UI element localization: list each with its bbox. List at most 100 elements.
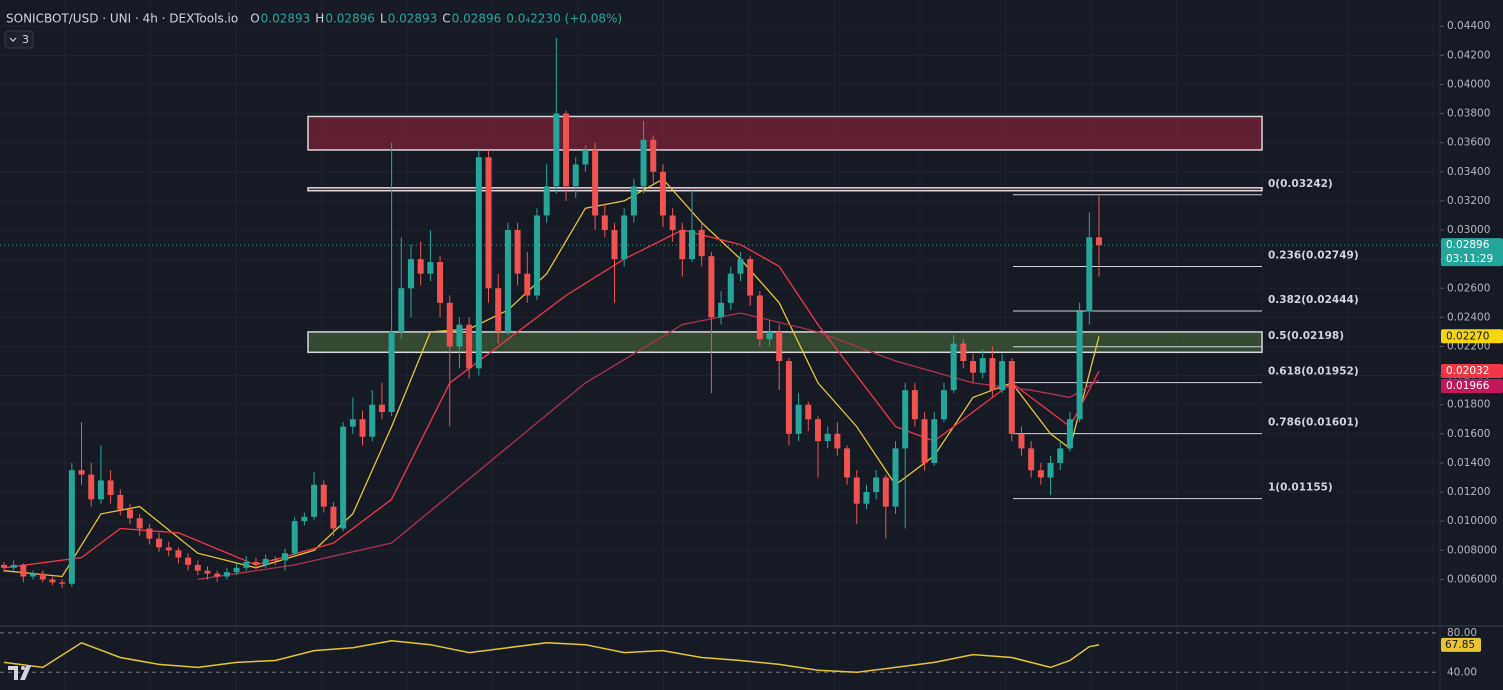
ohlc-key: O [250,12,259,26]
candle-body [272,559,279,561]
fib-label: 0.382(0.02444) [1268,294,1359,306]
candle-body [999,361,1006,391]
candle-body [417,259,424,274]
fib-label: 0.5(0.02198) [1268,330,1344,342]
candle-body [68,470,75,584]
candle-body [88,474,95,500]
ohlc-key: C [442,12,450,26]
candle-body [524,273,531,296]
candle-body [39,573,46,580]
indicator-toggle[interactable]: 3 [4,30,34,49]
candle-body [621,215,628,260]
candle-body [950,343,957,391]
candle-body [30,573,37,577]
candle-body [407,259,414,289]
y-tick-label: 0.04000 [1447,78,1490,90]
y-tick-label: 0.03200 [1447,195,1490,207]
candle-body [340,426,347,529]
candle-body [1028,448,1035,471]
candle-body [795,404,802,434]
candle-body [669,215,676,231]
rsi-line [3,640,1100,674]
price-tag-label: 0.02032 [1446,365,1489,377]
candle-body [911,390,918,420]
ma-line [197,312,1100,581]
y-tick-label: 0.006000 [1447,573,1497,585]
candle-body [78,470,85,475]
y-tick-label: 0.008000 [1447,544,1497,556]
candle-body [659,171,666,216]
price-tag-label: 0.02896 [1446,239,1490,251]
rsi-tag [1441,637,1481,652]
fib-label: 0.236(0.02749) [1268,250,1359,262]
candle-body [194,564,201,571]
candle-body [311,484,318,517]
price-tag [1441,363,1503,378]
candle-body [650,139,657,172]
candle-body [49,579,56,583]
toggle-button[interactable] [4,30,34,49]
candle-body [553,113,560,187]
candle-body [1096,237,1102,246]
y-tick-label: 0.02600 [1447,282,1490,294]
candle-body [485,157,492,289]
candle-body [630,186,637,216]
candle-body [824,433,831,442]
candle-body [20,564,27,577]
candle-body [989,358,996,391]
candle-body [475,157,482,369]
candle-body [1047,462,1054,478]
candle-body [582,149,589,165]
y-tick-label: 0.02200 [1447,340,1490,352]
y-tick-label: 0.01200 [1447,486,1490,498]
y-tick-label: 0.04400 [1447,20,1490,32]
candle-body [223,572,230,577]
candle-body [1076,311,1083,420]
price-tag-label: 0.01966 [1446,380,1490,392]
axis-labels: 0.006000 0.008000 0.010000 0.01200 0.01400 0.… [1440,20,1503,678]
candle-body [718,302,725,318]
rsi-tick-label: 80.00 [1447,627,1477,639]
y-tick-label: 0.01400 [1447,457,1490,469]
candle-body [165,547,172,551]
candle-body [785,361,792,434]
candle-body [466,324,473,369]
fib-label: 1(0.01155) [1268,482,1333,494]
candle-body [320,484,327,507]
ohlc-key: L [380,12,387,26]
candle-body [844,448,851,478]
candle-body [727,273,734,303]
y-tick-label: 0.02400 [1447,311,1490,323]
candle-body [533,215,540,296]
candle-body [107,480,114,495]
candle-body [960,343,967,362]
symbol-title: SONICBOT/USD · UNI · 4h · DEXTools.io [6,12,238,26]
candle-body [175,550,182,558]
chevron-icon [9,37,17,42]
candle-body [446,302,453,347]
candle-body [378,404,385,412]
ohlc-value: 0.02896 [452,12,502,26]
candle-body [59,582,66,584]
candle-body [640,139,647,187]
y-tick-label: 0.03400 [1447,166,1490,178]
plot: 0(0.03242) 0.236(0.02749) 0.382(0.02444) 0.… [0,37,1440,674]
ohlc-key: H [315,12,324,26]
candle-body [708,256,715,318]
candle-body [1008,361,1015,434]
candle-body [262,559,269,565]
candle-body [156,538,163,548]
candle-body [940,390,947,420]
candle-body [979,358,986,373]
candle-body [601,215,608,231]
price-tag [1441,238,1503,267]
ohlc-change: 0.0₄2230 (+0.08%) [506,12,622,26]
y-tick-label: 0.04200 [1447,49,1490,61]
candle-body [369,404,376,437]
candle-body [882,477,889,507]
price-tag-label: 0.02270 [1446,330,1489,342]
candle-body [1018,433,1025,449]
candle-body [1,564,7,568]
candle-body [146,528,153,539]
